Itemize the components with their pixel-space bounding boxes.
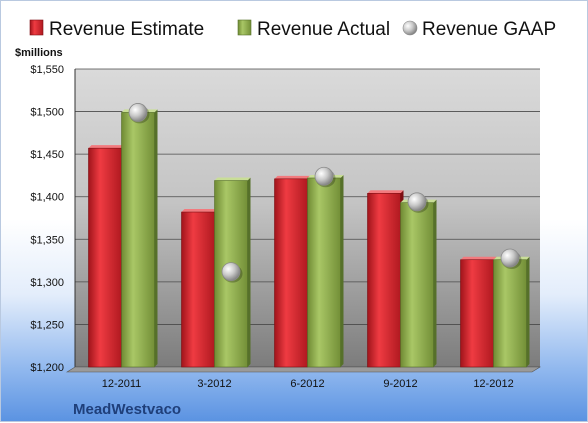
bar-side [433, 199, 437, 367]
gaap-marker [500, 248, 520, 268]
gaap-marker [128, 103, 148, 122]
bar-top [274, 175, 311, 179]
legend-item: Revenue GAAP [402, 19, 556, 40]
y-tick-label: $1,350 [30, 234, 64, 246]
bar-front [181, 211, 215, 368]
bar-revenue-actual [307, 174, 344, 368]
gaap-marker [314, 166, 334, 186]
bar-front [88, 147, 122, 368]
bar-side [247, 177, 251, 367]
legend: Revenue Estimate Revenue Actual Revenue GA… [29, 19, 556, 40]
y-tick-label: $1,250 [30, 319, 64, 331]
bar-top [460, 256, 497, 260]
bar-revenue-estimate [460, 256, 497, 368]
bar-top [214, 177, 251, 181]
x-tick-label: 12-2012 [473, 378, 513, 390]
bar-revenue-estimate [88, 145, 125, 368]
legend-swatch [29, 19, 44, 36]
bar-revenue-estimate [181, 209, 218, 368]
bar-top [88, 145, 125, 149]
bar-top [367, 190, 404, 194]
legend-swatch [402, 20, 418, 36]
bar-revenue-actual [493, 256, 530, 368]
legend-label: Revenue Actual [257, 19, 390, 40]
bar-revenue-actual [121, 109, 158, 368]
legend-swatch [237, 19, 252, 36]
bar-top [181, 209, 218, 213]
bar-front [400, 202, 434, 368]
bar-revenue-estimate [274, 175, 311, 368]
y-tick-label: $1,500 [30, 107, 64, 119]
bar-revenue-estimate [367, 190, 404, 368]
legend-item: Revenue Actual [237, 19, 390, 40]
legend-item: Revenue Estimate [29, 19, 204, 40]
x-tick-label: 12-2011 [102, 378, 142, 390]
bar-front [367, 193, 401, 368]
axes [65, 69, 542, 373]
bar-front [493, 259, 527, 368]
bars [88, 109, 530, 368]
x-tick-label: 6-2012 [290, 378, 324, 390]
bar-front [460, 259, 494, 368]
bar-front [121, 112, 155, 368]
y-tick-label: $1,450 [30, 149, 64, 161]
legend-label: Revenue Estimate [49, 19, 204, 40]
legend-label: Revenue GAAP [422, 19, 556, 40]
gaap-marker [407, 192, 427, 212]
gaap-markers [128, 103, 522, 283]
floor [65, 366, 542, 373]
bar-revenue-actual [214, 177, 251, 368]
bar-revenue-actual [400, 199, 437, 368]
bar-side [526, 256, 530, 367]
y-unit-label: $millions [15, 47, 63, 59]
y-tick-label: $1,400 [30, 192, 64, 204]
x-tick-labels: 12-2011 3-2012 6-2012 9-2012 12-2012 [102, 378, 514, 390]
x-tick-label: 9-2012 [383, 378, 417, 390]
bar-side [154, 109, 158, 368]
company-label: MeadWestvaco [73, 401, 181, 418]
gaap-marker [221, 262, 241, 282]
bar-front [307, 177, 341, 368]
y-tick-label: $1,300 [30, 277, 64, 289]
x-tick-label: 3-2012 [197, 378, 231, 390]
bar-side [340, 174, 344, 367]
y-tick-label: $1,550 [30, 64, 64, 76]
y-tick-label: $1,200 [30, 362, 64, 374]
bar-front [274, 178, 308, 368]
y-tick-labels: $1,200 $1,250 $1,300 $1,350 $1,400 $1,450 $1,5… [30, 64, 64, 374]
